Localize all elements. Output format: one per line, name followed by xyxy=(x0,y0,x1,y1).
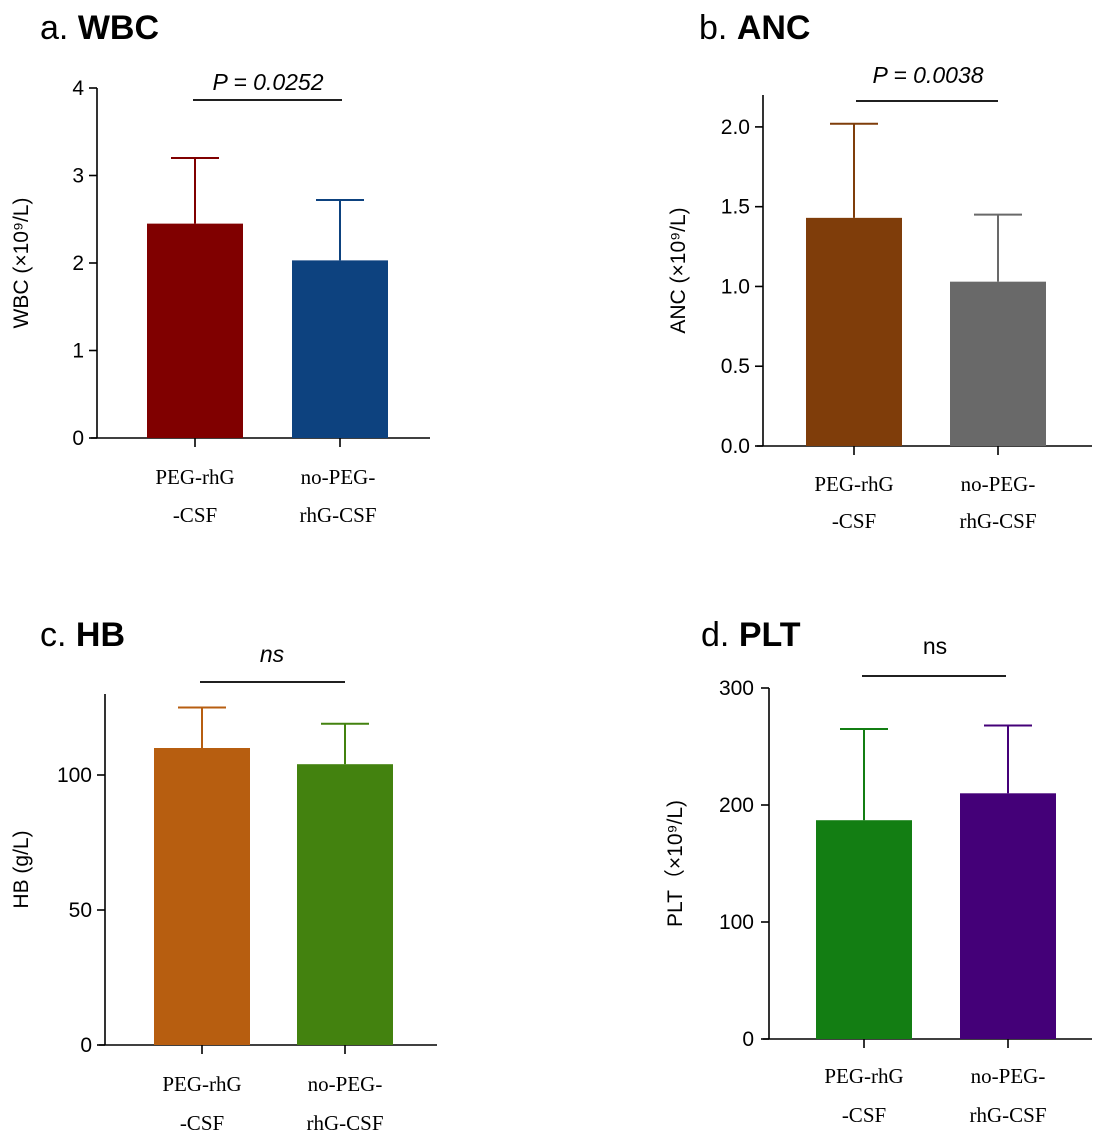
panel-title-text: ANC xyxy=(737,9,811,47)
y-tick-label: 50 xyxy=(69,899,92,922)
y-tick-label: 4 xyxy=(72,77,84,100)
bar-2 xyxy=(297,764,393,1045)
y-tick-label: 200 xyxy=(719,794,754,817)
panel-letter: a. xyxy=(40,9,78,47)
y-tick-label: 0.0 xyxy=(721,435,750,458)
y-tick-label: 0 xyxy=(80,1034,92,1057)
category-label: PEG-rhG xyxy=(162,1072,241,1096)
panel-letter: c. xyxy=(40,616,76,654)
y-axis-label: PLT（×10⁹/L) xyxy=(664,800,687,927)
category-label: -CSF xyxy=(842,1103,886,1127)
category-label: no-PEG- xyxy=(961,472,1036,496)
significance-label: P = 0.0252 xyxy=(212,69,323,95)
bar-2 xyxy=(950,281,1046,446)
y-tick-label: 0.5 xyxy=(721,355,750,378)
category-label: rhG-CSF xyxy=(299,503,376,527)
bar-1 xyxy=(816,820,912,1039)
category-label: no-PEG- xyxy=(971,1064,1046,1088)
y-tick-label: 1.0 xyxy=(721,275,750,298)
y-tick-label: 300 xyxy=(719,677,754,700)
category-label: PEG-rhG xyxy=(814,472,893,496)
bar-1 xyxy=(154,748,250,1045)
significance-label: ns xyxy=(923,633,947,659)
bar-1 xyxy=(147,223,243,438)
category-label: rhG-CSF xyxy=(969,1103,1046,1127)
bar-1 xyxy=(806,217,902,446)
chart-panel-anc: b. ANC 0.0 0.5 1.0 1.5 2.0 ANC (×10⁹/L) PEG-rhG… xyxy=(667,9,1092,533)
significance-label: ns xyxy=(260,641,285,667)
panel-title-text: HB xyxy=(76,616,125,654)
category-label: -CSF xyxy=(832,509,876,533)
category-label: rhG-CSF xyxy=(959,509,1036,533)
category-label: no-PEG- xyxy=(308,1072,383,1096)
chart-panel-wbc: a. WBC 0 1 2 3 4 WBC (×10⁹/L) PEG-rhG -CSF no-PEG… xyxy=(10,9,430,527)
y-tick-label: 100 xyxy=(57,764,92,787)
category-label: PEG-rhG xyxy=(824,1064,903,1088)
y-axis-label: WBC (×10⁹/L) xyxy=(10,198,33,329)
category-label: -CSF xyxy=(180,1111,224,1135)
panel-letter: b. xyxy=(699,9,737,47)
significance-label: P = 0.0038 xyxy=(872,62,983,88)
y-tick-label: 1.5 xyxy=(721,196,750,219)
bar-2 xyxy=(292,260,388,438)
y-tick-label: 1 xyxy=(72,340,84,363)
panel-title: d. PLT xyxy=(701,616,801,654)
y-tick-label: 100 xyxy=(719,911,754,934)
y-axis-label: HB (g/L) xyxy=(10,830,33,908)
panel-title: b. ANC xyxy=(699,9,810,47)
category-label: rhG-CSF xyxy=(306,1111,383,1135)
category-label: no-PEG- xyxy=(301,465,376,489)
y-tick-label: 3 xyxy=(72,165,84,188)
category-label: -CSF xyxy=(173,503,217,527)
y-axis-label: ANC (×10⁹/L) xyxy=(667,207,690,333)
chart-panel-plt: d. PLT 0 100 200 300 PLT（×10⁹/L) PEG-rhG -CSF no… xyxy=(664,616,1092,1127)
panel-title-text: PLT xyxy=(739,616,801,654)
y-tick-label: 2 xyxy=(72,252,84,275)
panel-title: a. WBC xyxy=(40,9,159,47)
bar-2 xyxy=(960,793,1056,1039)
y-tick-label: 0 xyxy=(72,427,84,450)
y-tick-label: 0 xyxy=(742,1028,754,1051)
chart-panel-hb: c. HB 0 50 100 HB (g/L) PEG-rhG -CSF no-PEG-rhG… xyxy=(10,616,437,1135)
panel-letter: d. xyxy=(701,616,739,654)
panel-title-text: WBC xyxy=(78,9,159,47)
panel-title: c. HB xyxy=(40,616,125,654)
y-tick-label: 2.0 xyxy=(721,116,750,139)
category-label: PEG-rhG xyxy=(155,465,234,489)
